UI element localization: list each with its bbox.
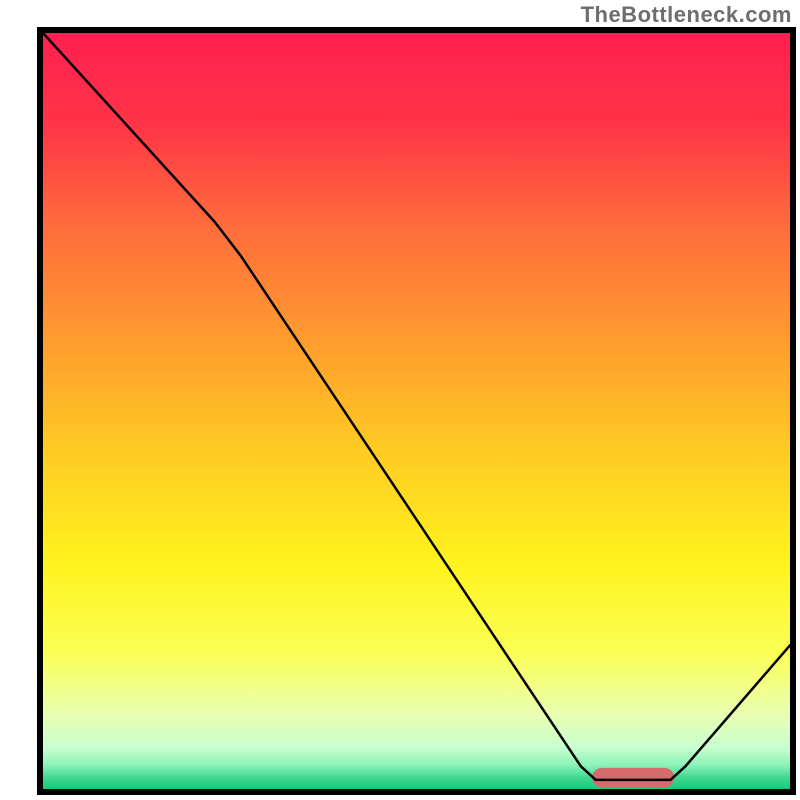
bottleneck-chart (0, 0, 800, 800)
optimal-marker-capsule (592, 768, 674, 788)
watermark-text: TheBottleneck.com (581, 2, 792, 28)
optimal-marker (592, 768, 674, 788)
chart-wrapper: TheBottleneck.com (0, 0, 800, 800)
gradient-background (43, 33, 790, 789)
